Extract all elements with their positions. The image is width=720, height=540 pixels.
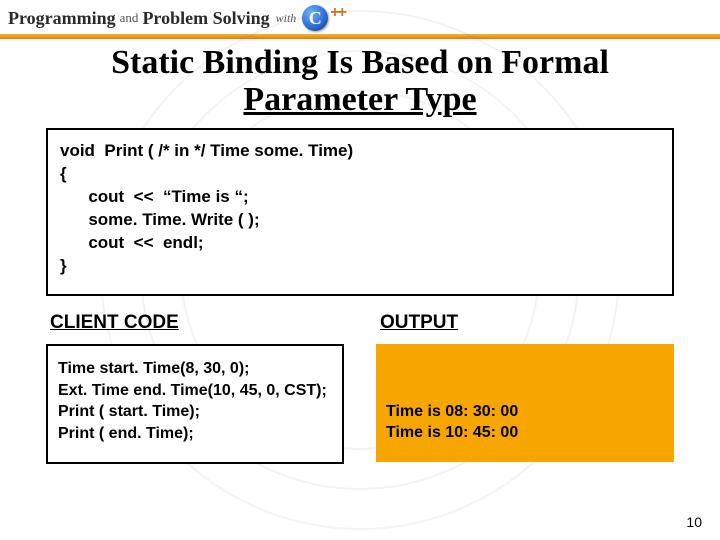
- page-number: 10: [686, 514, 702, 530]
- logo-plus-icon: ++: [330, 5, 345, 21]
- output-box: Time is 08: 30: 00 Time is 10: 45: 00: [376, 344, 674, 462]
- lower-row: CLIENT CODE Time start. Time(8, 30, 0); …: [46, 312, 674, 464]
- slide-content: Static Binding Is Based on Formal Parame…: [0, 45, 720, 464]
- output-label: OUTPUT: [380, 312, 674, 334]
- header-divider-bar: [0, 34, 720, 39]
- title-line1: Static Binding Is Based on Formal: [111, 44, 609, 81]
- cpp-logo: C ++: [302, 5, 345, 31]
- header-word1: Programming: [8, 8, 116, 29]
- header-word2: Problem Solving: [142, 8, 269, 29]
- slide-title: Static Binding Is Based on Formal Parame…: [40, 45, 680, 118]
- function-code: void Print ( /* in */ Time some. Time) {…: [60, 140, 660, 278]
- output-text: Time is 08: 30: 00 Time is 10: 45: 00: [386, 401, 518, 444]
- book-header: Programming and Problem Solving with C +…: [0, 0, 720, 34]
- client-label: CLIENT CODE: [50, 312, 344, 334]
- client-column: CLIENT CODE Time start. Time(8, 30, 0); …: [46, 312, 344, 464]
- function-code-box: void Print ( /* in */ Time some. Time) {…: [46, 128, 674, 296]
- logo-c-icon: C: [302, 5, 328, 31]
- output-column: OUTPUT Time is 08: 30: 00 Time is 10: 45…: [376, 312, 674, 464]
- client-code-box: Time start. Time(8, 30, 0); Ext. Time en…: [46, 344, 344, 464]
- client-code: Time start. Time(8, 30, 0); Ext. Time en…: [58, 358, 332, 444]
- title-line2: Parameter Type: [243, 81, 476, 118]
- header-with: with: [276, 11, 297, 26]
- header-and: and: [120, 10, 139, 26]
